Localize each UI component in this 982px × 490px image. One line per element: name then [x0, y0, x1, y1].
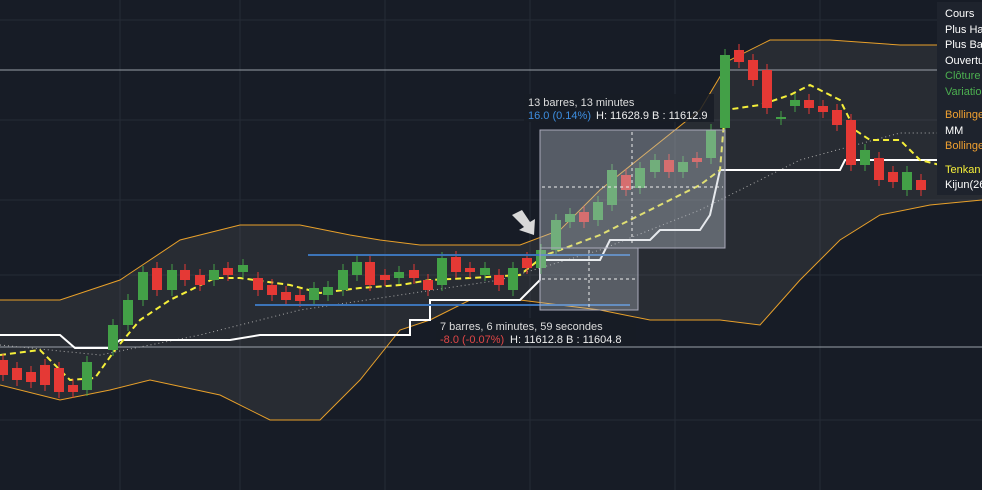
label-bg [524, 94, 714, 122]
label-bg [436, 318, 636, 346]
candle [380, 275, 390, 280]
candle [465, 268, 475, 272]
bollinger-upper [0, 39, 982, 301]
candle [734, 50, 744, 62]
band-fill [0, 40, 982, 420]
candle [593, 202, 603, 220]
candle [804, 100, 814, 108]
candle [776, 117, 786, 119]
candle [902, 172, 912, 190]
candle [223, 268, 233, 275]
crosshair [542, 132, 723, 308]
candle [295, 295, 305, 301]
candle [494, 275, 504, 285]
candle [635, 168, 645, 188]
candle [409, 270, 419, 278]
candle [579, 212, 589, 222]
candle [423, 280, 433, 290]
candle [607, 170, 617, 205]
candle [762, 70, 772, 108]
candle [846, 120, 856, 165]
annotation-change: 16.0 (0.14%) [528, 110, 591, 122]
candle [54, 368, 64, 392]
candles [0, 44, 926, 398]
tenkan [0, 83, 941, 382]
candle [68, 385, 78, 392]
candle [522, 258, 532, 268]
legend-item: Bollinge [945, 109, 982, 121]
legend-item: Cours [945, 8, 975, 20]
candle [678, 162, 688, 172]
candle [692, 158, 702, 162]
candle [748, 60, 758, 80]
candle [26, 372, 36, 382]
legend-panel: Cours Plus Ha Plus Bas Ouvertu Clôture V… [937, 2, 982, 195]
candle [309, 288, 319, 300]
moving-average [0, 132, 982, 356]
candle [480, 268, 490, 275]
legend-item: Kijun(26 [945, 179, 982, 191]
candle [536, 250, 546, 268]
candle [108, 325, 118, 350]
candle [551, 220, 561, 250]
legend-item: Variatio [945, 85, 982, 98]
candle [565, 214, 575, 222]
candle [664, 160, 674, 172]
candle [195, 275, 205, 285]
candle [451, 257, 461, 272]
legend-item: MM [945, 124, 964, 137]
legend-item: Ouvertu [945, 54, 982, 67]
candle [238, 265, 248, 272]
candle [82, 362, 92, 390]
candle [650, 160, 660, 172]
candle [621, 175, 631, 190]
candle [338, 270, 348, 290]
annotation-title: 13 barres, 13 minutes [528, 97, 635, 109]
candle [138, 272, 148, 300]
annotation-range: H: 11628.9 B : 11612.9 [596, 110, 708, 122]
arrow-icon [512, 210, 535, 235]
candle [152, 268, 162, 290]
candle [832, 110, 842, 125]
candle [253, 278, 263, 290]
annotation-title: 7 barres, 6 minutes, 59 secondes [440, 321, 603, 333]
candle [365, 262, 375, 285]
candle [720, 55, 730, 128]
candle [706, 130, 716, 158]
candle [123, 300, 133, 325]
legend-item: Clôture [945, 70, 981, 82]
candle [267, 285, 277, 295]
candle [874, 158, 884, 180]
legend-item: Tenkan [945, 163, 981, 176]
candle [860, 150, 870, 165]
candle [40, 365, 50, 385]
candle [281, 292, 291, 300]
candle [180, 270, 190, 280]
candle [167, 270, 177, 290]
candle [790, 100, 800, 106]
candle [323, 287, 333, 295]
candle [352, 262, 362, 275]
candle [0, 360, 8, 375]
annotation-change: -8.0 (-0.07%) [440, 334, 504, 346]
annotation-range: H: 11612.8 B : 11604.8 [510, 334, 622, 346]
candle [508, 268, 518, 290]
legend-item: Plus Bas [945, 39, 982, 51]
candle [888, 172, 898, 182]
candle [12, 368, 22, 380]
candle [437, 258, 447, 285]
candle [209, 270, 219, 280]
legend-item: Plus Ha [945, 23, 982, 36]
legend-item: Bollinge [945, 140, 982, 152]
candle [916, 180, 926, 190]
candle [818, 106, 828, 112]
candle [394, 272, 404, 278]
